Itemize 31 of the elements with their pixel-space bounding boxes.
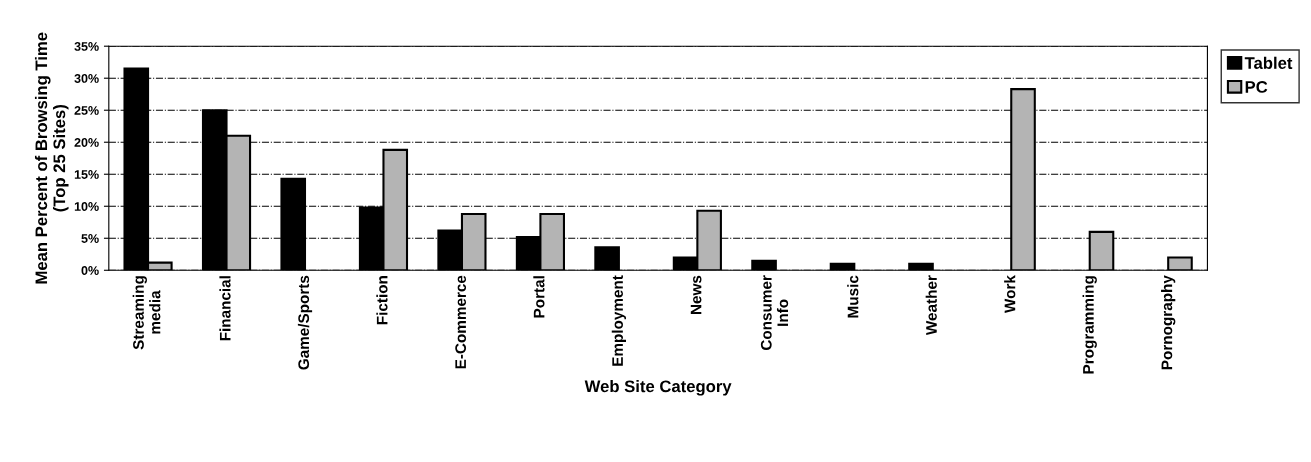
x-tick-label: Weather <box>925 275 937 336</box>
x-tick-label: Consumer Info <box>760 275 789 351</box>
y-tick-label: 30% <box>74 74 99 83</box>
x-tick-label: News <box>690 275 702 315</box>
x-tick-label: Employment <box>611 275 627 366</box>
bar <box>594 246 620 271</box>
x-tick-label: Work <box>1004 275 1016 314</box>
x-axis-title: Web Site Category <box>584 380 732 396</box>
y-tick-label: 20% <box>74 138 99 147</box>
x-tick-label: Financial <box>219 276 231 341</box>
x-tick-label: Fiction <box>376 276 388 325</box>
bar <box>829 262 856 271</box>
bar <box>751 259 777 271</box>
x-tick-label: Programming <box>1082 276 1097 374</box>
x-tick-label: Streaming media <box>132 276 161 350</box>
x-tick-label: E-Commerce <box>455 275 467 369</box>
x-tick-label: Game/Sports <box>297 275 313 370</box>
legend-label: Tablet <box>1244 56 1293 69</box>
legend-label: PC <box>1245 81 1268 93</box>
y-tick-label: 10% <box>74 202 99 211</box>
y-tick-label: 25% <box>74 106 99 115</box>
y-tick-label: 0% <box>81 266 99 275</box>
y-tick-label: 35% <box>74 42 99 51</box>
x-tick-label: Music <box>847 275 859 318</box>
y-tick-label: 15% <box>74 170 99 179</box>
bar <box>908 262 934 271</box>
bar <box>1167 256 1193 271</box>
x-tick-label: Pornography <box>1161 275 1176 370</box>
x-tick-label: Portal <box>533 276 545 318</box>
y-tick-label: 5% <box>81 234 99 243</box>
y-axis-title: Mean Percent of Browsing Time (Top 25 Sites) <box>34 32 69 284</box>
